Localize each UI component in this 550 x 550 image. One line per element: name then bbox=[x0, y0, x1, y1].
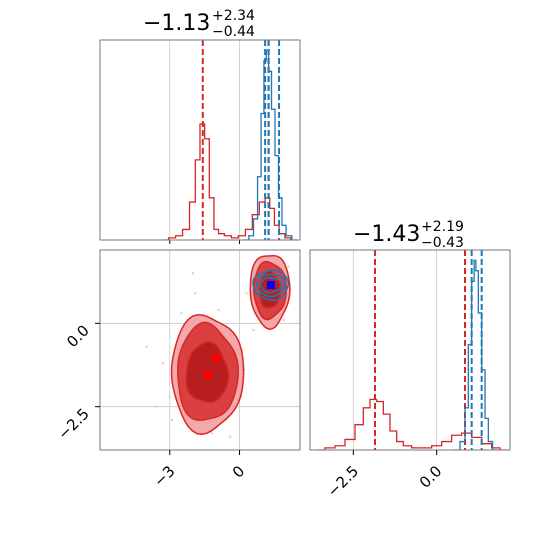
marginal-x-title-lower: −0.44 bbox=[212, 24, 255, 40]
marginal-x-panel: −1.13 +2.34 −0.44 bbox=[99, 8, 301, 244]
marginal-y-x-tick-label-0: −2.5 bbox=[324, 462, 362, 500]
joint-marker-2 bbox=[266, 281, 275, 289]
joint-x-tick-label-0: −3 bbox=[150, 462, 178, 490]
joint-scatter-point bbox=[245, 292, 248, 295]
joint-scatter-point bbox=[161, 362, 164, 365]
marginal-y-title-lower: −0.43 bbox=[421, 235, 464, 251]
joint-blue-contour-2 bbox=[252, 269, 290, 302]
joint-scatter-point bbox=[170, 418, 174, 422]
joint-scatter-point bbox=[154, 405, 158, 408]
marginal-x-title: −1.13 +2.34 −0.44 bbox=[143, 8, 255, 40]
marginal-y-x-tick-label-1: 0.0 bbox=[416, 462, 446, 492]
joint-marker-1 bbox=[212, 354, 221, 363]
marginal-y-panel: −2.5 0.0 −1.43 +2.19 −0.43 bbox=[309, 219, 511, 501]
joint-frame bbox=[99, 249, 301, 451]
marginal-x-title-value: −1.13 bbox=[143, 11, 210, 36]
joint-scatter-point bbox=[217, 308, 220, 312]
joint-scatter-point bbox=[180, 312, 183, 315]
joint-panel: −3 0 0.0 −2.5 bbox=[54, 249, 301, 490]
marginal-x-series-0-hist bbox=[162, 123, 292, 240]
joint-marker-0 bbox=[204, 371, 213, 379]
marginal-y-series-1-hist bbox=[453, 259, 499, 450]
marginal-y-title-value: −1.43 bbox=[353, 222, 420, 247]
marginal-x-frame bbox=[99, 39, 301, 241]
joint-blue-contour-0 bbox=[259, 276, 283, 294]
joint-scatter-point bbox=[229, 435, 232, 438]
marginal-x-title-upper: +2.34 bbox=[212, 8, 255, 24]
joint-scatter-point bbox=[194, 292, 197, 295]
joint-scatter-point bbox=[191, 272, 195, 275]
joint-scatter-point bbox=[145, 345, 148, 348]
marginal-y-title-upper: +2.19 bbox=[421, 219, 464, 235]
joint-y-tick-label-0: 0.0 bbox=[63, 321, 93, 351]
joint-scatter-point bbox=[287, 265, 290, 268]
joint-blue-contour-1 bbox=[256, 273, 286, 298]
joint-scatter-point bbox=[282, 318, 285, 322]
joint-scatter-point bbox=[168, 395, 171, 398]
joint-scatter-point bbox=[210, 432, 213, 435]
joint-y-tick-label-1: −2.5 bbox=[54, 405, 92, 443]
marginal-y-series-0-hist bbox=[316, 398, 507, 450]
joint-scatter-point bbox=[252, 328, 255, 332]
joint-x-tick-label-1: 0 bbox=[229, 462, 248, 481]
marginal-y-frame bbox=[309, 249, 511, 451]
marginal-y-title: −1.43 +2.19 −0.43 bbox=[353, 219, 464, 251]
marginal-x-series-1-hist bbox=[244, 49, 298, 240]
